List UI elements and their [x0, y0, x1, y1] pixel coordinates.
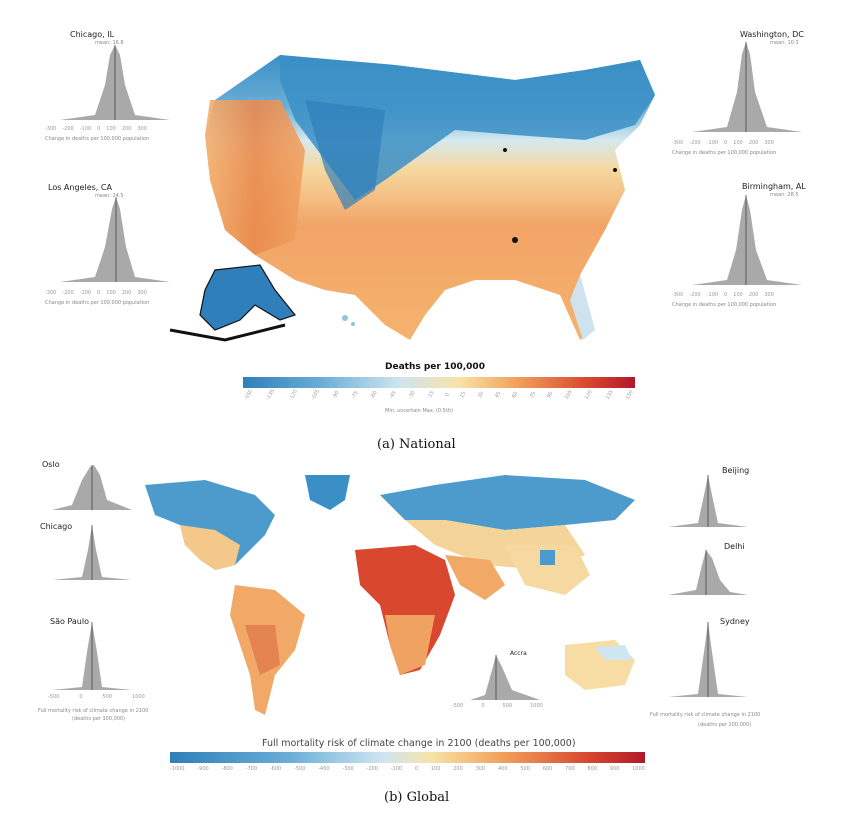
- inset-distribution: [52, 622, 132, 690]
- national-legend-subtitle: Min. uncertain Max. (0.5th): [385, 408, 453, 414]
- us-west-region: [205, 100, 305, 255]
- inset-xlabel: Change in deaths per 100,000 population: [45, 300, 150, 306]
- inset-xlabel: Change in deaths per 100,000 population: [45, 136, 150, 142]
- inset-title: Birmingham, AL: [742, 182, 806, 191]
- inset-axis-labels: -500 0 500 1000: [48, 694, 145, 700]
- national-caption: (a) National: [377, 437, 456, 452]
- greenland-shape: [305, 475, 350, 510]
- inset-axis-labels: -300 -200 -100 0 100 200 300: [45, 290, 147, 296]
- alaska-shape: [199, 264, 297, 331]
- inset-title: Chicago: [40, 522, 73, 531]
- inset-subtitle: mean: 28.5: [770, 192, 799, 198]
- inset-title: Delhi: [724, 542, 745, 551]
- global-legend-title: Full mortality risk of climate change in…: [262, 738, 576, 749]
- inset-xlabel-line1: Full mortality risk of climate change in…: [650, 712, 761, 718]
- inset-distribution: [668, 550, 748, 595]
- inset-axis-labels: -300 -200 -100 0 100 200 300: [45, 126, 147, 132]
- inset-distribution: [668, 622, 748, 697]
- inset-distribution: [692, 195, 802, 285]
- world-map: [145, 475, 635, 715]
- national-colorbar: [243, 377, 635, 388]
- us-plains-cold-region: [305, 100, 385, 210]
- africa-shape: [355, 545, 455, 675]
- inset-title: Washington, DC: [740, 30, 804, 39]
- inset-distribution: [60, 197, 170, 282]
- inset-distribution: [668, 475, 748, 527]
- inset-title: Beijing: [722, 466, 750, 475]
- inset-distribution: [692, 42, 802, 132]
- florida-shape: [570, 275, 595, 340]
- inset-title: Oslo: [42, 460, 60, 469]
- inset-xlabel: Change in deaths per 100,000 population: [672, 302, 777, 308]
- global-caption: (b) Global: [384, 790, 450, 805]
- us-map: [169, 55, 655, 342]
- inset-title: Sydney: [720, 617, 750, 626]
- global-colorbar: [170, 752, 645, 763]
- inset-subtitle: mean: 24.5: [95, 193, 124, 199]
- north-america-shape: [145, 480, 275, 570]
- inset-xlabel-line2: (deaths per 100,000): [72, 716, 126, 722]
- national-legend-title: Deaths per 100,000: [385, 362, 485, 372]
- inset-xlabel: Change in deaths per 100,000 population: [672, 150, 777, 156]
- eurasia-north-shape: [380, 475, 635, 530]
- inset-subtitle: mean: 16.8: [95, 40, 124, 46]
- inset-distribution: [52, 525, 132, 580]
- inset-distribution: [52, 465, 132, 510]
- inset-title: Los Angeles, CA: [48, 183, 112, 192]
- global-colorbar-ticks: -1000 -900 -800 -700 -600 -500 -400 -300 -200 -10…: [170, 766, 645, 772]
- inset-title: Accra: [510, 650, 527, 657]
- inset-distribution: [470, 655, 540, 700]
- inset-title: São Paulo: [50, 617, 89, 626]
- inset-subtitle: mean: 10.3: [770, 40, 799, 46]
- inset-title: Chicago, IL: [70, 30, 115, 39]
- national-colorbar-ticks: -150 -135 -120 -105 -90 -75 -60 -45 -30 -15 0 15 30 4…: [243, 388, 636, 402]
- inset-xlabel-line1: Full mortality risk of climate change in…: [38, 708, 149, 714]
- inset-axis-labels: -500 0 500 1000: [452, 703, 543, 709]
- inset-axis-labels: -300 -200 -100 0 100 200 300: [672, 292, 774, 298]
- inset-distribution: [60, 45, 170, 120]
- inset-axis-labels: -300 -200 -100 0 100 200 300: [672, 140, 774, 146]
- inset-xlabel-line2: (deaths per 100,000): [698, 722, 752, 728]
